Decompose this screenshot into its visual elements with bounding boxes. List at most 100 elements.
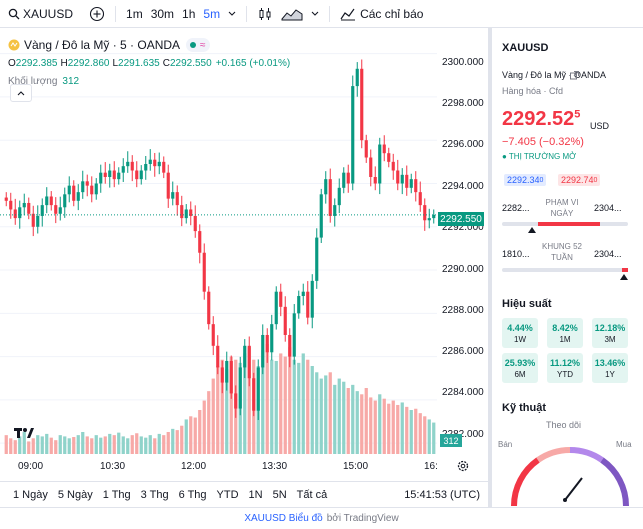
- volume-bar: [108, 433, 112, 454]
- candle-body: [216, 345, 220, 368]
- candle-body: [189, 209, 193, 216]
- gauge-sell-label: Bán: [498, 440, 513, 449]
- volume-bar: [157, 433, 161, 454]
- candle-body: [274, 291, 278, 325]
- candle-body: [144, 164, 148, 171]
- gauge-graphic: [510, 446, 630, 507]
- legend-actions[interactable]: ≈: [186, 38, 210, 52]
- volume-bar: [198, 410, 202, 454]
- collapse-legend-button[interactable]: [10, 84, 32, 102]
- day-range-marker: [528, 227, 536, 233]
- candle-body: [171, 192, 175, 199]
- chart-legend: Vàng / Đô la Mỹ · 5 · OANDA ≈ O 2292.385 …: [8, 36, 290, 90]
- range-all-button[interactable]: Tất cả: [296, 488, 328, 501]
- candles-chart-type-button[interactable]: [253, 0, 277, 28]
- perf-tile-1w[interactable]: 4.44% 1W: [502, 318, 538, 348]
- range-1d-button[interactable]: 1 Ngày: [13, 488, 48, 501]
- candle-body: [333, 205, 337, 216]
- candle-body: [207, 291, 211, 325]
- candle-body: [382, 144, 386, 154]
- range-6m-button[interactable]: 6 Thg: [178, 488, 207, 501]
- volume-bar: [76, 435, 80, 454]
- clock-timezone[interactable]: 15:41:53 (UTC): [404, 488, 480, 501]
- volume-bar: [261, 350, 265, 454]
- range-1m-button[interactable]: 1 Thg: [102, 488, 131, 501]
- range-5y-button[interactable]: 5N: [272, 488, 287, 501]
- candle-body: [13, 209, 17, 219]
- top-toolbar: XAUUSD 1m 30m 1h 5m Các chỉ báo: [0, 0, 643, 28]
- legend-symbol-title[interactable]: Vàng / Đô la Mỹ · 5 · OANDA: [24, 38, 181, 52]
- time-tick: 12:00: [181, 461, 207, 472]
- volume-bar: [126, 438, 130, 454]
- gold-coin-icon: [8, 39, 20, 51]
- candle-body: [243, 345, 247, 368]
- volume-bar: [180, 425, 184, 454]
- interval-5m[interactable]: 5m: [203, 6, 221, 21]
- candle-body: [166, 172, 170, 199]
- day-range-high: 2304...: [594, 203, 622, 213]
- range-5d-button[interactable]: 5 Ngày: [57, 488, 93, 501]
- candle-body: [310, 280, 314, 318]
- price-tick: 2290.000: [442, 264, 484, 275]
- volume-bar: [31, 438, 35, 454]
- candle-body: [283, 306, 287, 335]
- range-ytd-button[interactable]: YTD: [216, 488, 239, 501]
- panel-divider[interactable]: [488, 28, 492, 507]
- interval-dropdown-button[interactable]: [224, 0, 240, 28]
- perf-tile-6m[interactable]: 25.93% 6M: [502, 353, 538, 383]
- volume-bar: [90, 438, 94, 454]
- symbol-chart-link[interactable]: XAUUSD Biểu đồ: [244, 513, 323, 524]
- add-symbol-button[interactable]: [85, 0, 109, 28]
- candle-body: [387, 153, 391, 162]
- interval-1h[interactable]: 1h: [182, 6, 196, 21]
- side-symbol[interactable]: XAUUSD: [502, 42, 549, 54]
- footer-attribution: XAUUSD Biểu đồ bởi TradingView: [0, 507, 643, 529]
- candle-body: [162, 161, 166, 173]
- candle-body: [193, 215, 197, 232]
- volume-bar: [382, 398, 386, 454]
- area-chart-type-button[interactable]: [277, 0, 307, 28]
- technicals-gauge[interactable]: Theo dõi Bán Mua: [492, 416, 643, 507]
- candle-body: [270, 324, 274, 353]
- external-link-icon: [570, 69, 579, 83]
- last-price-tag: 2292.550: [438, 212, 484, 226]
- side-exchange-line[interactable]: Vàng / Đô la Mỹ · OANDA: [502, 70, 606, 80]
- wave-icon: ≈: [200, 39, 206, 51]
- candle-body: [81, 181, 85, 193]
- candle-body: [319, 194, 323, 238]
- perf-tile-1y[interactable]: 13.46% 1Y: [592, 353, 628, 383]
- volume-bar: [144, 437, 148, 454]
- perf-tile-3m[interactable]: 12.18% 3M: [592, 318, 628, 348]
- candle-body: [202, 252, 206, 292]
- interval-30m[interactable]: 30m: [150, 6, 175, 21]
- chart-type-dropdown-button[interactable]: [307, 0, 323, 28]
- candle-body: [153, 159, 157, 167]
- range-1y-button[interactable]: 1N: [248, 488, 263, 501]
- perf-tile-1m[interactable]: 8.42% 1M: [547, 318, 583, 348]
- candle-body: [4, 197, 8, 201]
- candle-body: [139, 170, 143, 180]
- candle-body: [229, 360, 233, 394]
- time-tick: 15:00: [343, 461, 369, 472]
- candle-body: [369, 157, 373, 177]
- candlestick-chart[interactable]: [0, 28, 470, 481]
- tradingview-logo[interactable]: [14, 426, 36, 443]
- candle-body: [328, 179, 332, 216]
- volume-legend: Khối lượng 312: [8, 72, 290, 90]
- close-value: 2292.550: [169, 57, 212, 69]
- range-3m-button[interactable]: 3 Thg: [140, 488, 169, 501]
- candle-body: [58, 207, 62, 214]
- ohlc-values: O 2292.385 H 2292.860 L 2291.635 C 2292.550 …: [8, 57, 291, 69]
- volume-bar: [72, 437, 76, 454]
- chart-pane[interactable]: [0, 28, 470, 481]
- perf-tile-ytd[interactable]: 11.12% YTD: [547, 353, 583, 383]
- volume-bar: [99, 437, 103, 454]
- indicators-button[interactable]: Các chỉ báo: [336, 0, 427, 28]
- week52-marker: [620, 274, 628, 280]
- symbol-search[interactable]: XAUUSD: [0, 0, 77, 28]
- volume-bar: [4, 435, 8, 454]
- volume-bar: [342, 381, 346, 454]
- volume-bar: [13, 440, 17, 454]
- interval-1m[interactable]: 1m: [126, 6, 143, 21]
- chart-settings-button[interactable]: [456, 459, 470, 476]
